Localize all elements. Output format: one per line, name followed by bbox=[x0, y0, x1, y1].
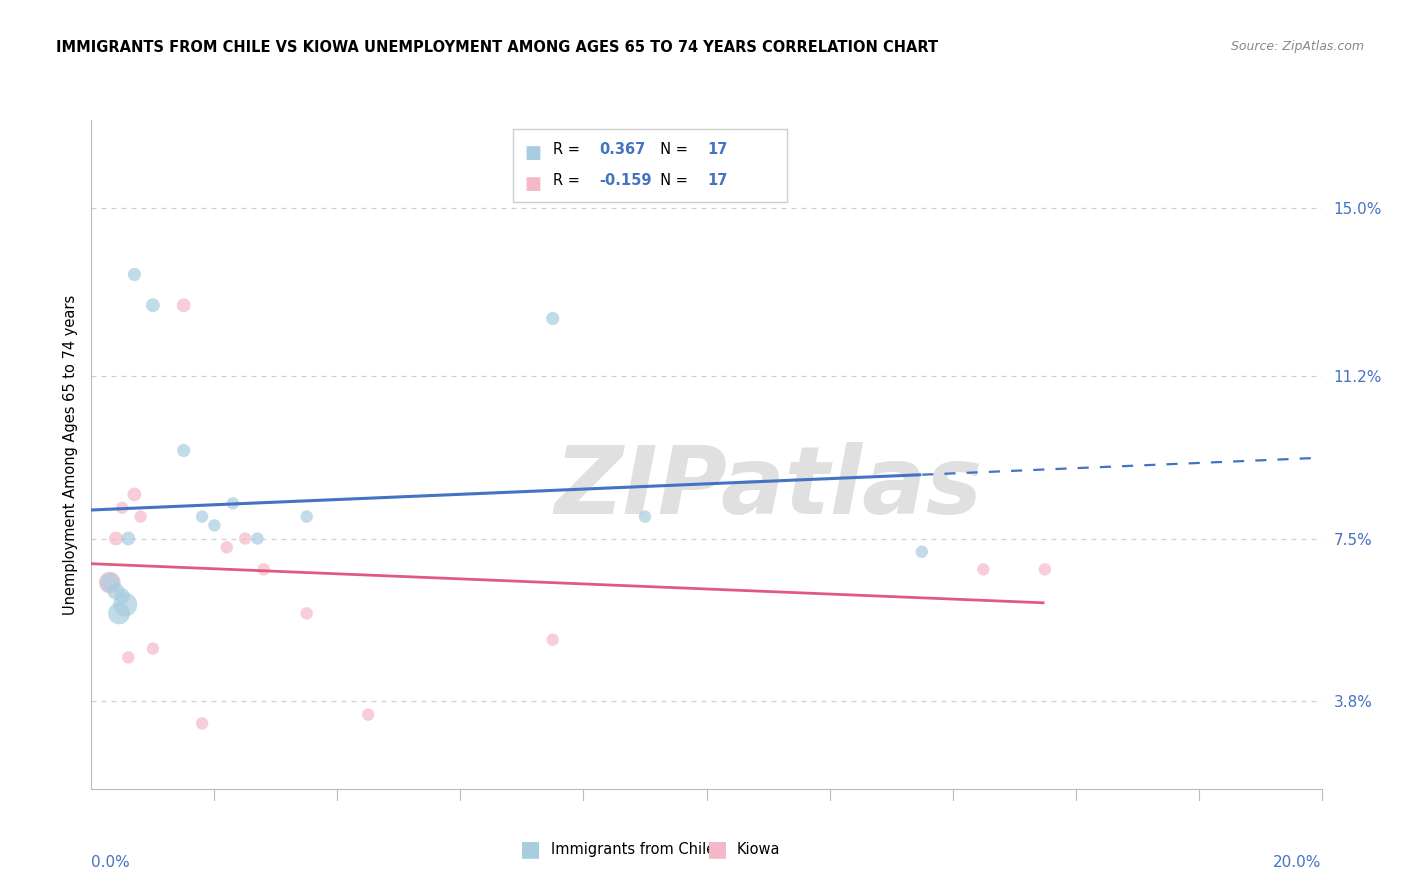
Point bbox=[108, 607, 131, 621]
Text: N =: N = bbox=[651, 173, 693, 188]
Text: 20.0%: 20.0% bbox=[1274, 855, 1322, 871]
Point bbox=[98, 575, 121, 590]
Text: ■: ■ bbox=[707, 839, 728, 859]
Point bbox=[98, 575, 121, 590]
Point bbox=[142, 641, 165, 656]
Point bbox=[222, 496, 245, 510]
Text: 17: 17 bbox=[707, 142, 727, 157]
Point bbox=[215, 541, 238, 555]
Point bbox=[191, 509, 214, 524]
Text: ■: ■ bbox=[524, 144, 541, 161]
Point bbox=[541, 632, 564, 647]
Text: 0.0%: 0.0% bbox=[91, 855, 131, 871]
Point bbox=[1033, 562, 1056, 576]
Point bbox=[173, 298, 195, 312]
Point bbox=[252, 562, 274, 576]
Point bbox=[111, 500, 134, 515]
Point bbox=[246, 532, 269, 546]
Point bbox=[105, 584, 127, 599]
Point bbox=[972, 562, 994, 576]
Point bbox=[111, 589, 134, 603]
Text: Kiowa: Kiowa bbox=[737, 842, 780, 856]
Y-axis label: Unemployment Among Ages 65 to 74 years: Unemployment Among Ages 65 to 74 years bbox=[62, 294, 77, 615]
Point bbox=[117, 532, 139, 546]
Point bbox=[129, 509, 152, 524]
Point bbox=[124, 487, 146, 501]
Text: Source: ZipAtlas.com: Source: ZipAtlas.com bbox=[1230, 40, 1364, 54]
Point bbox=[541, 311, 564, 326]
Text: Immigrants from Chile: Immigrants from Chile bbox=[551, 842, 716, 856]
Point bbox=[295, 607, 318, 621]
Point bbox=[911, 545, 934, 559]
Text: ZIPatlas: ZIPatlas bbox=[554, 442, 981, 534]
Point bbox=[357, 707, 380, 722]
Point bbox=[202, 518, 225, 533]
Text: R =: R = bbox=[553, 142, 589, 157]
Text: ■: ■ bbox=[520, 839, 541, 859]
Point bbox=[142, 298, 165, 312]
Text: R =: R = bbox=[553, 173, 583, 188]
Text: N =: N = bbox=[651, 142, 693, 157]
Point bbox=[295, 509, 318, 524]
Point bbox=[117, 650, 139, 665]
Point bbox=[233, 532, 256, 546]
Text: 17: 17 bbox=[707, 173, 727, 188]
Text: IMMIGRANTS FROM CHILE VS KIOWA UNEMPLOYMENT AMONG AGES 65 TO 74 YEARS CORRELATIO: IMMIGRANTS FROM CHILE VS KIOWA UNEMPLOYM… bbox=[56, 40, 938, 55]
Point bbox=[114, 598, 136, 612]
Point bbox=[634, 509, 657, 524]
Point bbox=[105, 532, 127, 546]
Text: ■: ■ bbox=[524, 175, 541, 193]
Text: 0.367: 0.367 bbox=[599, 142, 645, 157]
Point bbox=[173, 443, 195, 458]
Text: -0.159: -0.159 bbox=[599, 173, 651, 188]
Point bbox=[124, 268, 146, 282]
Point bbox=[191, 716, 214, 731]
